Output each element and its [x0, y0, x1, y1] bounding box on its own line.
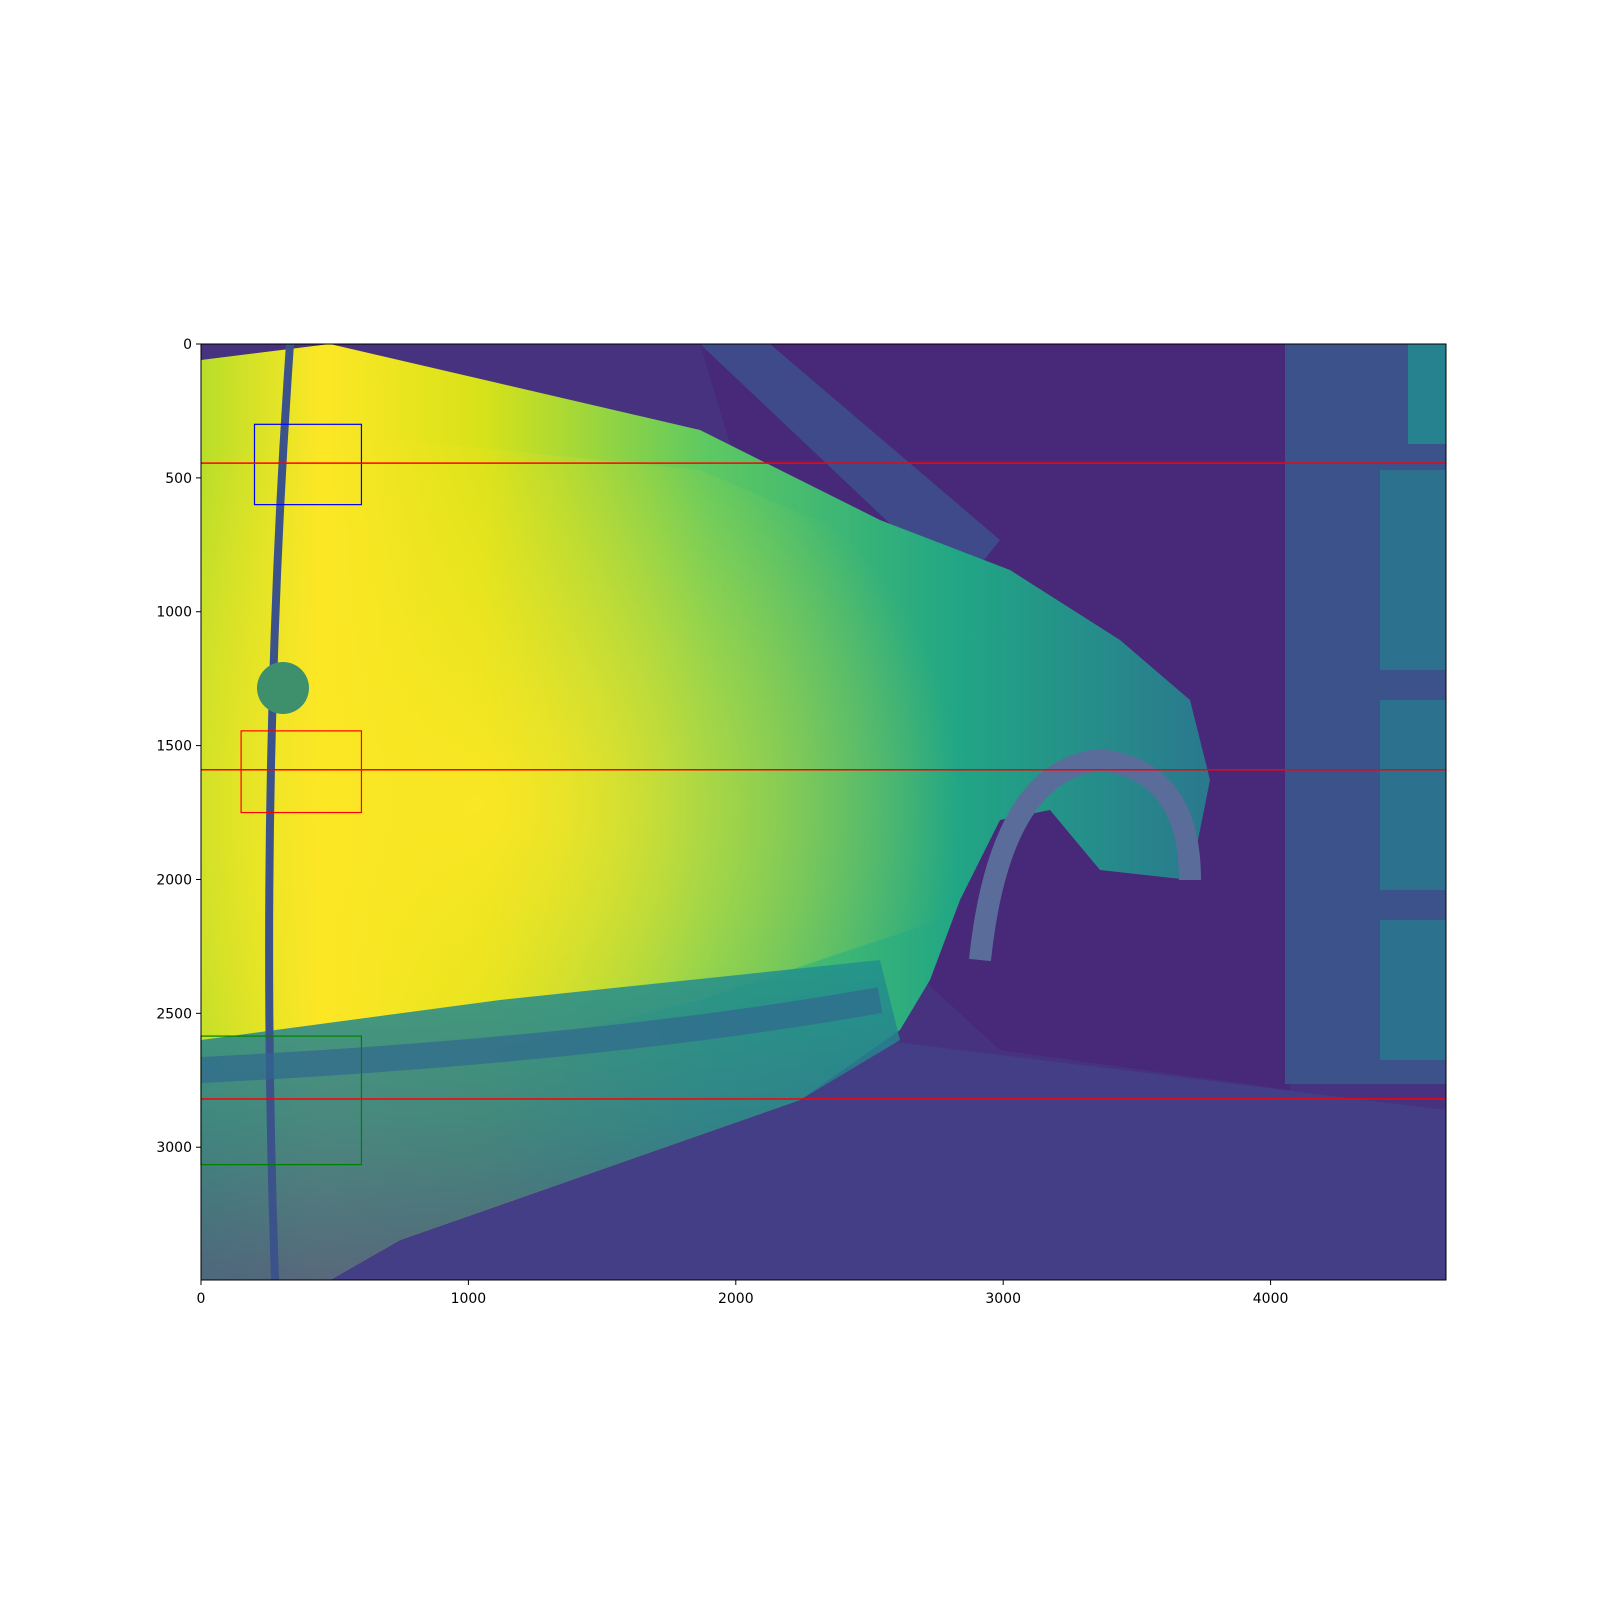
roi-box-1	[240, 730, 363, 814]
heatmap-image	[201, 344, 1446, 1280]
y-tick-label-3: 1500	[156, 739, 192, 755]
y-axis: 0 500 1000 1500 2000 2500 3000	[156, 337, 201, 1156]
lower-shadow-band	[201, 987, 883, 1083]
door-seam	[265, 344, 294, 1280]
plot-frame	[200, 343, 1447, 1281]
y-tick-label-6: 3000	[156, 1140, 192, 1156]
y-tick-label-0: 0	[183, 337, 192, 353]
y-tick-label-5: 2500	[156, 1006, 192, 1022]
x-tick-label-0: 0	[197, 1291, 206, 1307]
door-panel-middle	[1380, 470, 1446, 670]
floor-region	[201, 1040, 1446, 1280]
x-axis: 0 1000 2000 3000 4000	[197, 1280, 1289, 1307]
car-lower-panel	[201, 960, 900, 1280]
y-tick-label-2: 1000	[156, 605, 192, 621]
y-tick-label-4: 2000	[156, 872, 192, 888]
x-tick-label-3: 3000	[985, 1291, 1021, 1307]
car-window-pillar	[700, 344, 1000, 590]
x-tick-label-1: 1000	[451, 1291, 487, 1307]
wheel-arch	[969, 748, 1201, 962]
x-tick-label-4: 4000	[1253, 1291, 1289, 1307]
y-tick-label-1: 500	[165, 471, 192, 487]
door-panel-upper	[1408, 344, 1446, 444]
x-tick-label-2: 2000	[718, 1291, 754, 1307]
roi-box-0	[253, 423, 363, 506]
door-handle-mount	[257, 662, 309, 714]
door-panel-lower	[1380, 700, 1446, 890]
overlay-layer	[200, 423, 1446, 1166]
door-panel-bottom	[1380, 920, 1446, 1060]
